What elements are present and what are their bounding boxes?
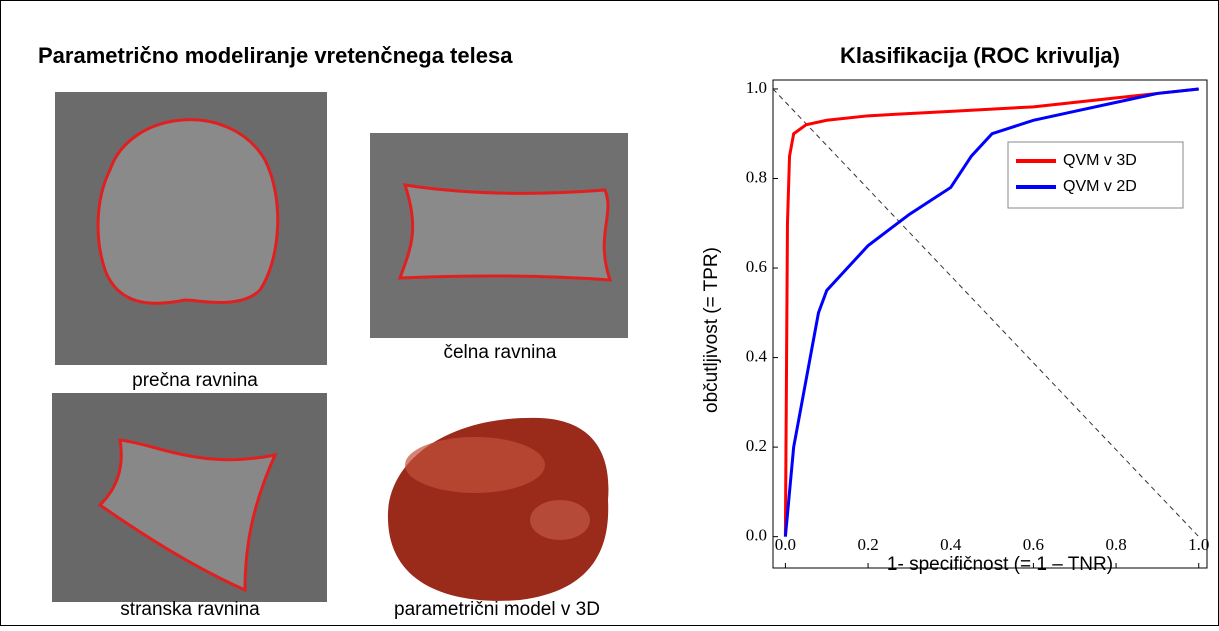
x-axis-label: 1- specifičnost (= 1 – TNR)	[887, 554, 1113, 575]
y-tick-label: 0.2	[746, 436, 767, 455]
caption: prečna ravnina	[132, 370, 258, 391]
caption: stranska ravnina	[120, 599, 260, 620]
figure: Parametrično modeliranje vretenčnega tel…	[0, 0, 1219, 626]
y-tick-label: 1.0	[746, 78, 767, 97]
chart-title: Klasifikacija (ROC krivulja)	[840, 43, 1120, 68]
y-tick-label: 0.6	[746, 257, 767, 276]
legend-label: QVM v 3D	[1063, 152, 1137, 169]
x-tick-label: 0.8	[1105, 535, 1126, 554]
caption: parametrični model v 3D	[394, 599, 600, 620]
x-tick-label: 0.0	[775, 535, 796, 554]
y-tick-label: 0.0	[746, 526, 767, 545]
ct-axial	[55, 92, 327, 365]
x-tick-label: 0.4	[940, 535, 962, 554]
ct-sagittal	[52, 393, 327, 602]
ct-coronal	[370, 133, 628, 338]
left-title: Parametrično modeliranje vretenčnega tel…	[38, 43, 513, 68]
legend-label: QVM v 2D	[1063, 178, 1137, 195]
x-tick-label: 0.2	[857, 535, 878, 554]
x-tick-label: 0.6	[1023, 535, 1044, 554]
y-axis-label: občutljivost (= TPR)	[701, 247, 722, 413]
caption: čelna ravnina	[443, 342, 556, 363]
x-tick-label: 1.0	[1188, 535, 1209, 554]
y-tick-label: 0.8	[746, 167, 767, 186]
y-tick-label: 0.4	[746, 346, 768, 365]
